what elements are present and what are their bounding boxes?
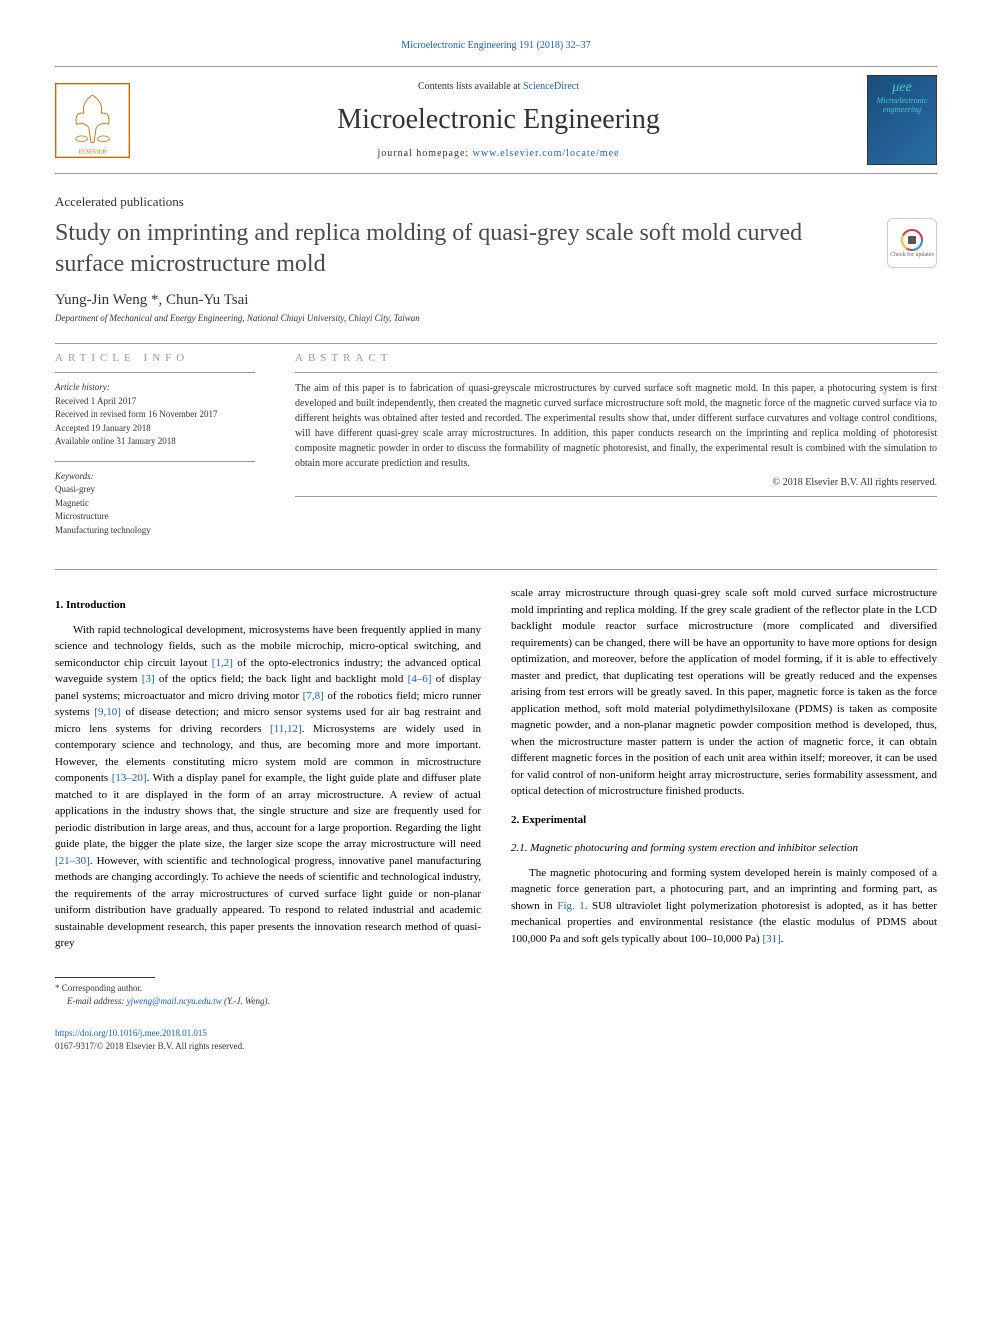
cover-ueee: μee <box>872 80 932 96</box>
corresponding-marker: * Corresponding author. <box>55 982 481 996</box>
corresponding-email: E-mail address: yjweng@mail.ncyu.edu.tw … <box>67 995 481 1009</box>
svg-text:ELSEVIER: ELSEVIER <box>79 149 107 155</box>
column-right: scale array microstructure through quasi… <box>511 585 937 1054</box>
email-suffix: (Y.-J. Weng). <box>222 996 270 1006</box>
doi-block: https://doi.org/10.1016/j.mee.2018.01.01… <box>55 1027 481 1054</box>
keyword: Manufacturing technology <box>55 524 255 538</box>
history-line: Accepted 19 January 2018 <box>55 422 255 436</box>
divider <box>55 343 937 344</box>
citation-link[interactable]: [4–6] <box>408 673 432 685</box>
experimental-subheading: 2.1. Magnetic photocuring and forming sy… <box>511 840 937 857</box>
figure-link[interactable]: Fig. 1 <box>557 900 584 912</box>
article-type: Accelerated publications <box>55 194 937 210</box>
divider <box>295 496 937 497</box>
abstract-block: ABSTRACT The aim of this paper is to fab… <box>295 352 937 549</box>
elsevier-tree-icon: ELSEVIER <box>55 83 130 158</box>
divider <box>55 372 255 373</box>
footnote-rule <box>55 977 155 978</box>
citation-link[interactable]: [1,2] <box>212 657 233 669</box>
history-line: Available online 31 January 2018 <box>55 435 255 449</box>
experimental-heading: 2. Experimental <box>511 812 937 829</box>
abstract-heading: ABSTRACT <box>295 352 937 364</box>
keywords-title: Keywords: <box>55 470 255 484</box>
experimental-paragraph: The magnetic photocuring and forming sys… <box>511 865 937 948</box>
article-info-block: ARTICLE INFO Article history: Received 1… <box>55 352 255 549</box>
header-center: Contents lists available at ScienceDirec… <box>145 81 852 159</box>
contents-prefix: Contents lists available at <box>418 81 523 92</box>
homepage-link[interactable]: www.elsevier.com/locate/mee <box>473 148 620 159</box>
cover-line-3: engineering <box>872 105 932 114</box>
citation-link[interactable]: [7,8] <box>303 690 324 702</box>
divider <box>55 461 255 462</box>
citation-link[interactable]: [31] <box>762 933 780 945</box>
authors: Yung-Jin Weng *, Chun-Yu Tsai <box>55 292 937 309</box>
intro-heading: 1. Introduction <box>55 597 481 614</box>
keyword: Magnetic <box>55 497 255 511</box>
abstract-copyright: © 2018 Elsevier B.V. All rights reserved… <box>295 477 937 488</box>
keyword: Microstructure <box>55 510 255 524</box>
info-abstract-row: ARTICLE INFO Article history: Received 1… <box>55 352 937 549</box>
body-columns: 1. Introduction With rapid technological… <box>55 585 937 1054</box>
article-info-heading: ARTICLE INFO <box>55 352 255 364</box>
publisher-logo: ELSEVIER <box>55 80 130 160</box>
sciencedirect-link[interactable]: ScienceDirect <box>523 81 579 92</box>
citation-link[interactable]: [13–20] <box>112 772 147 784</box>
article-history: Article history: Received 1 April 2017 R… <box>55 381 255 449</box>
cover-line-2: Microelectronic <box>872 96 932 105</box>
crossmark-badge[interactable]: Check for updates <box>887 218 937 268</box>
body-text: . However, with scientific and technolog… <box>55 855 481 950</box>
keyword: Quasi-grey <box>55 483 255 497</box>
citation-link[interactable]: [21–30] <box>55 855 90 867</box>
abstract-text: The aim of this paper is to fabrication … <box>295 381 937 471</box>
history-line: Received 1 April 2017 <box>55 395 255 409</box>
affiliation: Department of Mechanical and Energy Engi… <box>55 313 937 323</box>
issn-copyright: 0167-9317/© 2018 Elsevier B.V. All right… <box>55 1040 481 1054</box>
corresponding-author-block: * Corresponding author. E-mail address: … <box>55 977 481 1009</box>
email-link[interactable]: yjweng@mail.ncyu.edu.tw <box>127 996 222 1006</box>
intro-continuation: scale array microstructure through quasi… <box>511 585 937 800</box>
column-left: 1. Introduction With rapid technological… <box>55 585 481 1054</box>
citation-link[interactable]: [9,10] <box>94 706 121 718</box>
divider <box>55 569 937 570</box>
top-citation: Microelectronic Engineering 191 (2018) 3… <box>55 40 937 51</box>
email-label: E-mail address: <box>67 996 127 1006</box>
homepage-prefix: journal homepage: <box>377 148 472 159</box>
crossmark-label: Check for updates <box>890 252 934 258</box>
title-row: Study on imprinting and replica molding … <box>55 218 937 280</box>
journal-name: Microelectronic Engineering <box>145 104 852 136</box>
journal-homepage-line: journal homepage: www.elsevier.com/locat… <box>145 148 852 159</box>
crossmark-icon <box>900 228 924 252</box>
doi-link[interactable]: https://doi.org/10.1016/j.mee.2018.01.01… <box>55 1028 207 1038</box>
body-text: of the optics field; the back light and … <box>155 673 408 685</box>
page-container: Microelectronic Engineering 191 (2018) 3… <box>0 0 992 1084</box>
citation-link[interactable]: [3] <box>142 673 155 685</box>
history-line: Received in revised form 16 November 201… <box>55 408 255 422</box>
body-text: . <box>781 933 784 945</box>
keywords-block: Keywords: Quasi-grey Magnetic Microstruc… <box>55 470 255 538</box>
citation-link[interactable]: [11,12] <box>270 723 302 735</box>
history-title: Article history: <box>55 381 255 395</box>
journal-header: ELSEVIER Contents lists available at Sci… <box>55 66 937 174</box>
contents-available-line: Contents lists available at ScienceDirec… <box>145 81 852 92</box>
intro-paragraph: With rapid technological development, mi… <box>55 622 481 952</box>
divider <box>295 372 937 373</box>
journal-cover-thumbnail: μee Microelectronic engineering <box>867 75 937 165</box>
article-title: Study on imprinting and replica molding … <box>55 218 867 280</box>
